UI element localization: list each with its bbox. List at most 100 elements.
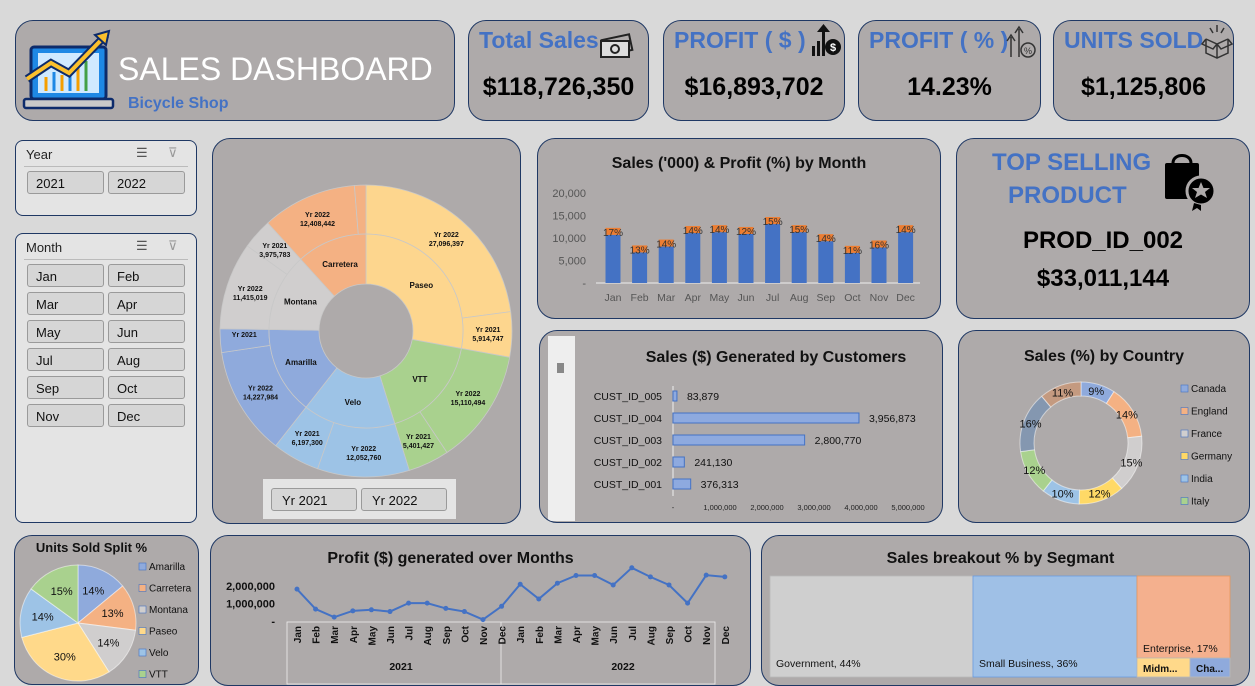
y-tick-label: 15,000 [552,211,586,223]
data-point [331,614,337,620]
sunburst-outer-label: Yr 2021 [295,431,320,438]
sunburst-outer-label: Yr 2022 [305,212,330,219]
slice-label: 15% [51,586,73,598]
month-button-nov[interactable]: Nov [27,404,104,427]
profit-segment [818,234,834,242]
profit-percent-icon: % [1006,25,1036,58]
data-point [406,600,412,606]
svg-text:$: $ [830,42,836,54]
slice-label: 14% [97,637,119,649]
x-tick-label: Nov [702,626,713,645]
data-point [368,607,374,613]
slice [30,564,79,624]
x-tick-label: Jun [609,626,620,644]
divider [24,259,188,260]
month-button-may[interactable]: May [27,320,104,343]
top-product-card: TOP SELLING PRODUCT PROD_ID_002 $33,011,… [956,138,1250,319]
clear-filter-icon[interactable]: ⊽ [168,145,178,160]
customer-label: CUST_ID_004 [594,413,662,425]
year-slicer: Year ☰ ⊽ 2021 2022 [15,140,197,216]
chart-title: Units Sold Split % [35,540,148,555]
x-tick-label: Apr [685,292,702,304]
legend-label: Velo [149,648,169,659]
slice-label: 13% [102,608,124,620]
profit-label: 14% [709,225,729,236]
top-product-title-line2: PRODUCT [1008,182,1127,209]
data-point [592,573,598,578]
sunburst-outer-value: 6,197,300 [292,440,323,447]
chart-title: Sales breakout % by Segmant [886,550,1115,567]
month-button-jan[interactable]: Jan [27,264,104,287]
month-button-dec[interactable]: Dec [108,404,185,427]
profit-segment [871,240,887,248]
month-button-aug[interactable]: Aug [108,348,185,371]
x-tick-label: 1,000,000 [703,503,736,512]
customer-bar [672,478,692,490]
profit-label: 11% [843,246,862,257]
y-tick-label: - [582,278,586,290]
data-point [517,581,523,587]
sales-bar [711,232,727,283]
multi-select-icon[interactable]: ☰ [136,238,148,253]
slice-label: 14% [82,585,104,597]
month-button-jul[interactable]: Jul [27,348,104,371]
x-tick-label: Oct [684,625,695,642]
month-button-oct[interactable]: Oct [108,376,185,399]
multi-select-icon[interactable]: ☰ [136,145,148,160]
legend-label: Paseo [149,627,178,638]
month-button-sep[interactable]: Sep [27,376,104,399]
legend-swatch [138,562,147,571]
sunburst-outer-value: 12,052,760 [346,455,381,462]
x-tick-label: 5,000,000 [891,503,924,512]
sunburst-year-slicer: Yr 2021 Yr 2022 [263,479,456,519]
profit-label: 14% [656,240,676,251]
legend-label: Canada [1191,384,1226,395]
profit-dollar-icon: $ [812,24,841,56]
data-point [536,596,542,602]
x-tick-label: Sep [816,292,835,304]
x-tick-label: Aug [423,626,434,645]
sunburst-chart: Yr 2022 27,096,397 Yr 2021 5,914,747 Paseo Yr… [219,184,513,478]
slice [77,622,137,673]
sunburst-outer-value: 3,975,783 [259,252,290,259]
year-button-2021[interactable]: 2021 [27,171,104,194]
month-button-feb[interactable]: Feb [108,264,185,287]
kpi-profit-dollar: PROFIT ( $ ) $ $16,893,702 [663,20,845,121]
kpi-total-sales: Total Sales $118,726,350 [468,20,649,121]
scroll-handle[interactable] [557,363,564,373]
profit-label: 15% [763,217,783,228]
year-button-2022[interactable]: 2022 [108,171,185,194]
x-tick-label: Feb [631,292,649,304]
sales-bar [605,234,621,283]
divider [24,166,188,167]
profit-label: 14% [683,226,703,237]
sunburst-product-label: Montana [284,297,317,306]
profit-segment [605,227,621,235]
data-point [350,608,356,614]
clear-filter-icon[interactable]: ⊽ [168,238,178,253]
sunburst-outer-value: 15,110,494 [451,400,486,407]
legend-swatch [1180,384,1189,393]
profit-segment [791,225,807,233]
month-button-apr[interactable]: Apr [108,292,185,315]
sunburst-year-2022-button[interactable]: Yr 2022 [361,488,447,511]
sunburst-inner-segment [365,233,464,349]
scroll-strip[interactable] [548,336,575,521]
y-tick-label: 10,000 [552,233,586,245]
treemap-tile [769,575,974,678]
top-product-title-line1: TOP SELLING [992,149,1152,176]
kpi-label: UNITS SOLD [1064,27,1204,53]
profit-label: 13% [630,245,650,256]
sales-bar [685,233,701,283]
month-slicer: Month ☰ ⊽ Jan Feb Mar Apr May Jun Jul Aug Sep Oct… [15,233,197,523]
legend-swatch [138,627,147,635]
legend-swatch [138,584,147,592]
customer-label: CUST_ID_001 [594,479,662,491]
month-button-mar[interactable]: Mar [27,292,104,315]
slice-label: 14% [1116,410,1138,422]
data-point [573,573,579,578]
month-button-jun[interactable]: Jun [108,320,185,343]
sunburst-year-2021-button[interactable]: Yr 2021 [271,488,357,511]
x-tick-label: Oct [844,292,860,304]
x-tick-label: Jan [293,626,304,643]
